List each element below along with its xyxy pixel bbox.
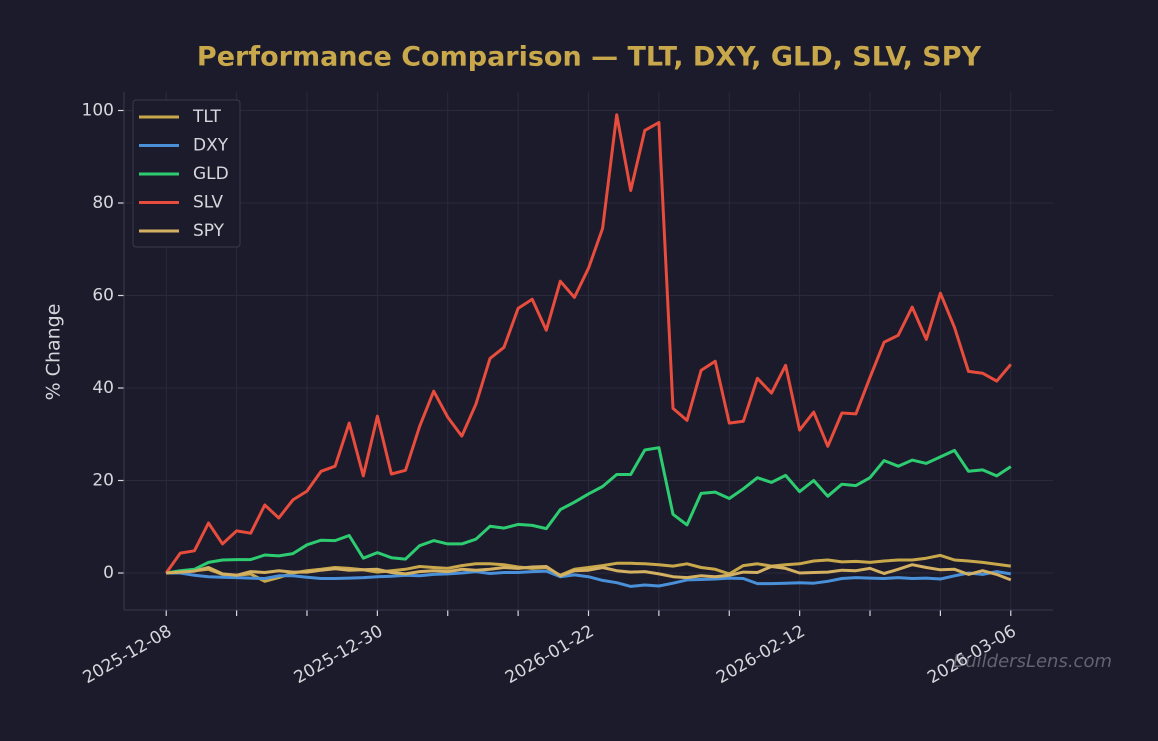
legend-label: GLD <box>193 164 229 184</box>
legend-label: DXY <box>193 136 229 156</box>
series-line <box>165 446 1012 575</box>
y-tick-label: 100 <box>82 101 114 121</box>
series-line <box>166 563 1012 582</box>
y-tick-label: 80 <box>92 193 114 213</box>
legend-box <box>132 99 241 248</box>
legend-label: TLT <box>192 107 222 127</box>
series-line <box>166 569 1012 588</box>
y-tick-label: 0 <box>103 563 114 583</box>
legend-label: SPY <box>193 221 225 241</box>
y-axis-label: % Change <box>43 304 65 401</box>
series-line <box>164 113 1012 574</box>
y-tick-label: 20 <box>92 471 114 491</box>
watermark: BuildersLens.com <box>953 651 1112 672</box>
legend-label: SLV <box>193 193 223 213</box>
legend: TLT DXY GLD SLV SPY <box>132 99 241 248</box>
y-tick-label: 40 <box>92 378 114 398</box>
chart-title: Performance Comparison — TLT, DXY, GLD, … <box>197 42 982 73</box>
y-tick-label: 60 <box>92 286 114 306</box>
